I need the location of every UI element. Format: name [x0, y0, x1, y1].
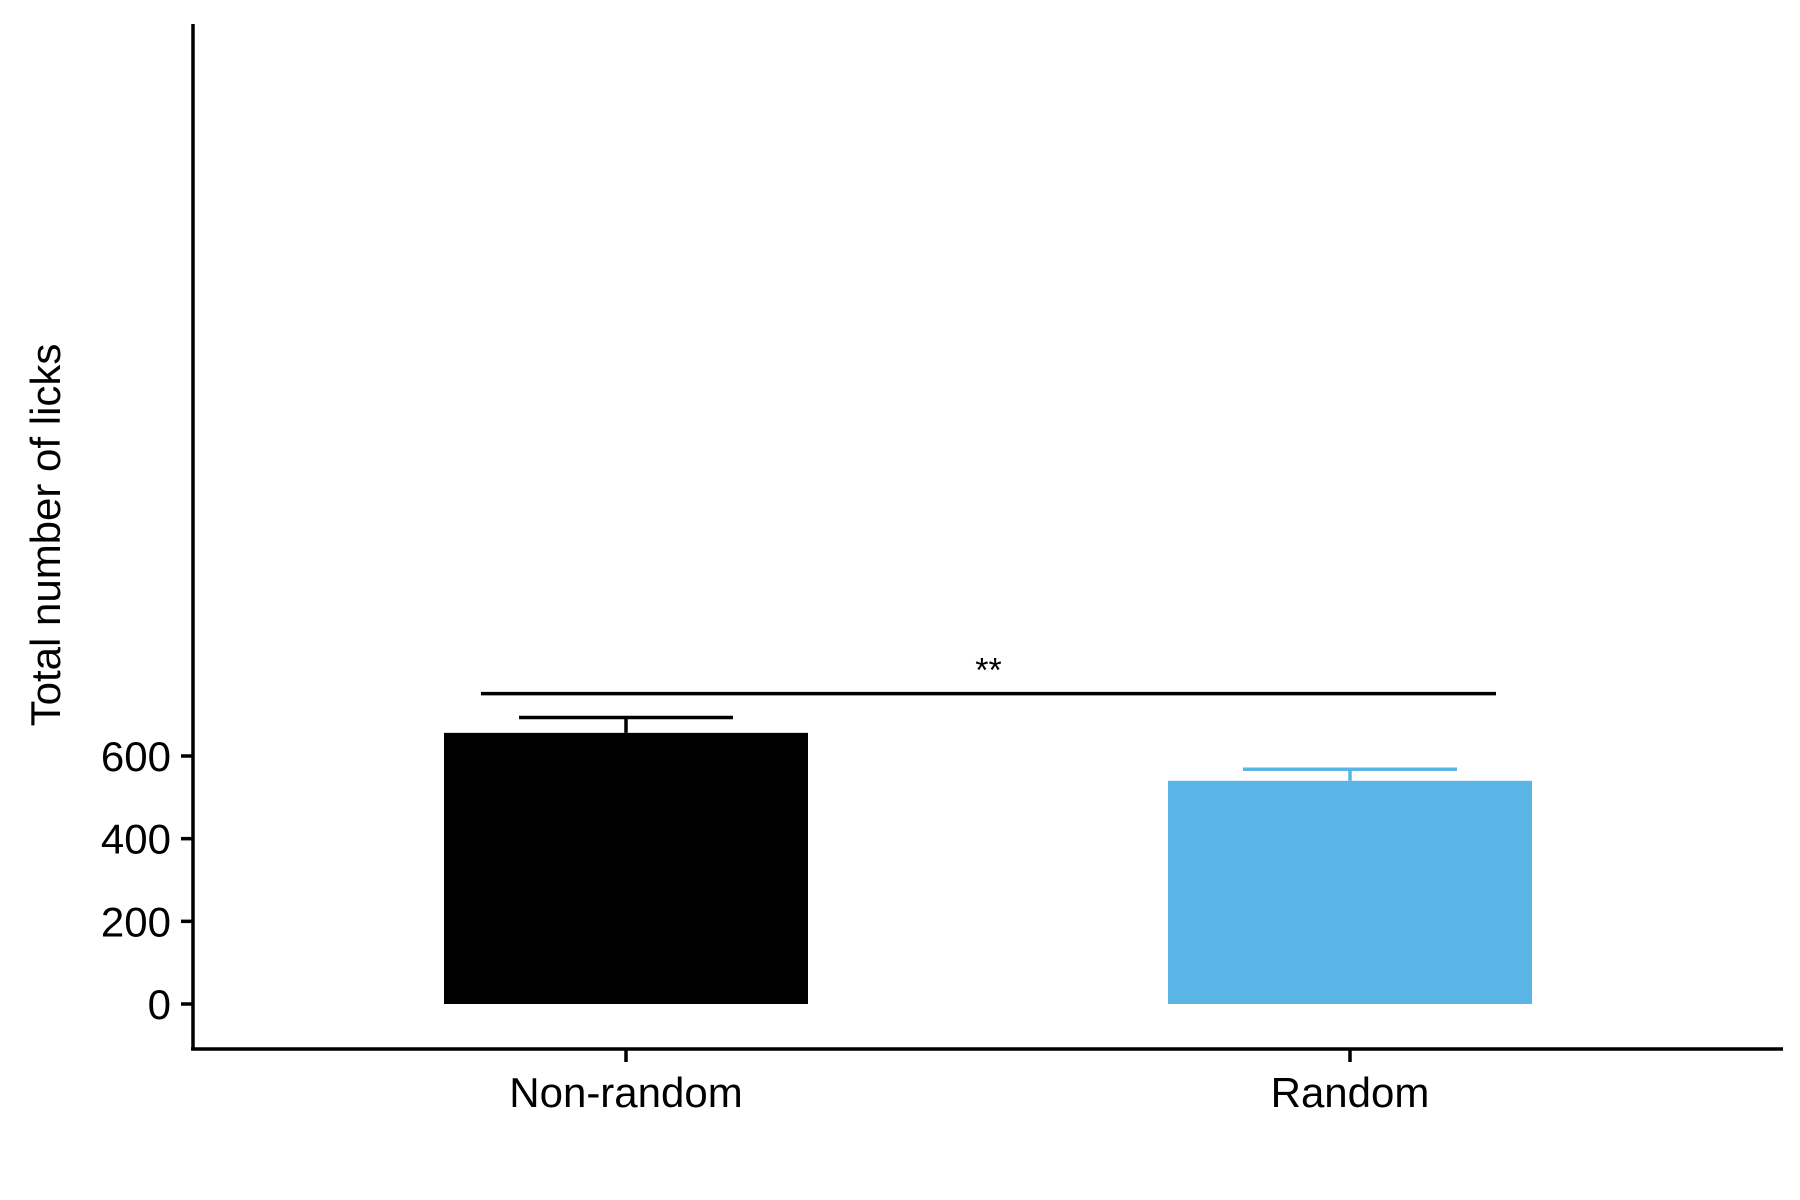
x-tick-label: Random [1271, 1069, 1430, 1116]
error-bar [1243, 767, 1457, 781]
y-axis-title: Total number of licks [22, 344, 69, 727]
x-tick-label: Non-random [509, 1069, 742, 1116]
y-tick-label: 600 [101, 733, 171, 780]
y-tick-label: 0 [148, 981, 171, 1028]
bar-non-random [444, 732, 808, 1004]
error-bars-layer [519, 715, 1457, 781]
error-bar [519, 715, 733, 733]
axes [191, 24, 1783, 1051]
x-ticks: Non-random Random [509, 1049, 1429, 1116]
bar-random [1168, 780, 1532, 1004]
significance-layer: ** [481, 652, 1496, 696]
y-ticks: 0 200 400 600 [101, 733, 193, 1028]
y-tick-label: 400 [101, 816, 171, 863]
significance-label: ** [975, 652, 1001, 690]
y-tick-label: 200 [101, 898, 171, 945]
bars-layer [444, 732, 1532, 1004]
